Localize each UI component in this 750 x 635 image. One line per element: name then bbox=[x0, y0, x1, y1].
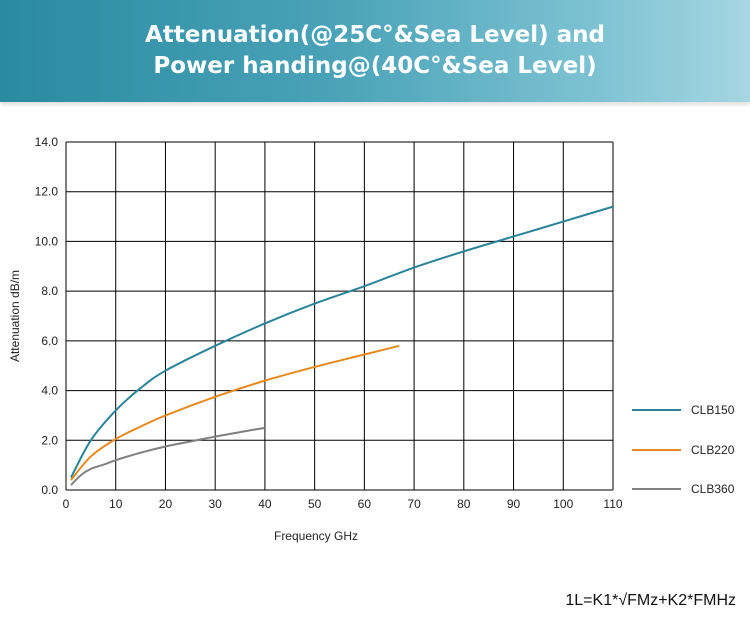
attenuation-formula: 1L=K1*√FMz+K2*FMHz bbox=[565, 592, 736, 609]
x-tick-label: 10 bbox=[109, 497, 123, 511]
y-tick-labels: 0.0 2.0 4.0 6.0 8.0 10.0 12.0 14.0 bbox=[35, 135, 59, 497]
y-tick-label: 0.0 bbox=[41, 483, 58, 497]
x-tick-label: 80 bbox=[457, 497, 471, 511]
x-tick-label: 20 bbox=[159, 497, 173, 511]
y-tick-label: 2.0 bbox=[41, 433, 58, 447]
x-tick-label: 100 bbox=[553, 497, 573, 511]
x-tick-labels: 0 10 20 30 40 50 60 70 80 90 100 110 bbox=[63, 497, 623, 511]
legend-label-clb360: CLB360 bbox=[691, 482, 735, 496]
page-title-line-2: Power handing@(40C°&Sea Level) bbox=[153, 53, 597, 79]
legend-label-clb220: CLB220 bbox=[691, 443, 735, 457]
x-tick-label: 0 bbox=[63, 497, 70, 511]
series-line-clb360 bbox=[70, 426, 266, 486]
y-tick-label: 12.0 bbox=[35, 185, 59, 199]
x-tick-label: 60 bbox=[358, 497, 372, 511]
chart-legend: CLB150 CLB220 CLB360 bbox=[632, 403, 735, 496]
y-tick-label: 10.0 bbox=[35, 234, 59, 248]
y-tick-label: 6.0 bbox=[41, 334, 58, 348]
chart-series bbox=[70, 205, 614, 486]
x-tick-label: 90 bbox=[507, 497, 521, 511]
y-tick-label: 4.0 bbox=[41, 384, 58, 398]
page-title-line-1: Attenuation(@25C°&Sea Level) and bbox=[145, 22, 605, 48]
x-tick-label: 50 bbox=[308, 497, 322, 511]
x-tick-label: 70 bbox=[407, 497, 421, 511]
series-line-clb150 bbox=[70, 205, 614, 479]
y-tick-label: 8.0 bbox=[41, 284, 58, 298]
legend-label-clb150: CLB150 bbox=[691, 403, 735, 417]
header-banner: Attenuation(@25C°&Sea Level) and Power h… bbox=[0, 0, 750, 102]
x-axis-label: Frequency GHz bbox=[274, 529, 358, 543]
x-tick-label: 110 bbox=[603, 497, 622, 511]
y-tick-label: 14.0 bbox=[35, 135, 59, 149]
chart-grid bbox=[65, 141, 614, 491]
y-axis-label: Attenuation dB/m bbox=[8, 270, 22, 362]
series-line-clb220 bbox=[70, 344, 400, 481]
x-tick-label: 30 bbox=[209, 497, 223, 511]
x-tick-label: 40 bbox=[258, 497, 272, 511]
